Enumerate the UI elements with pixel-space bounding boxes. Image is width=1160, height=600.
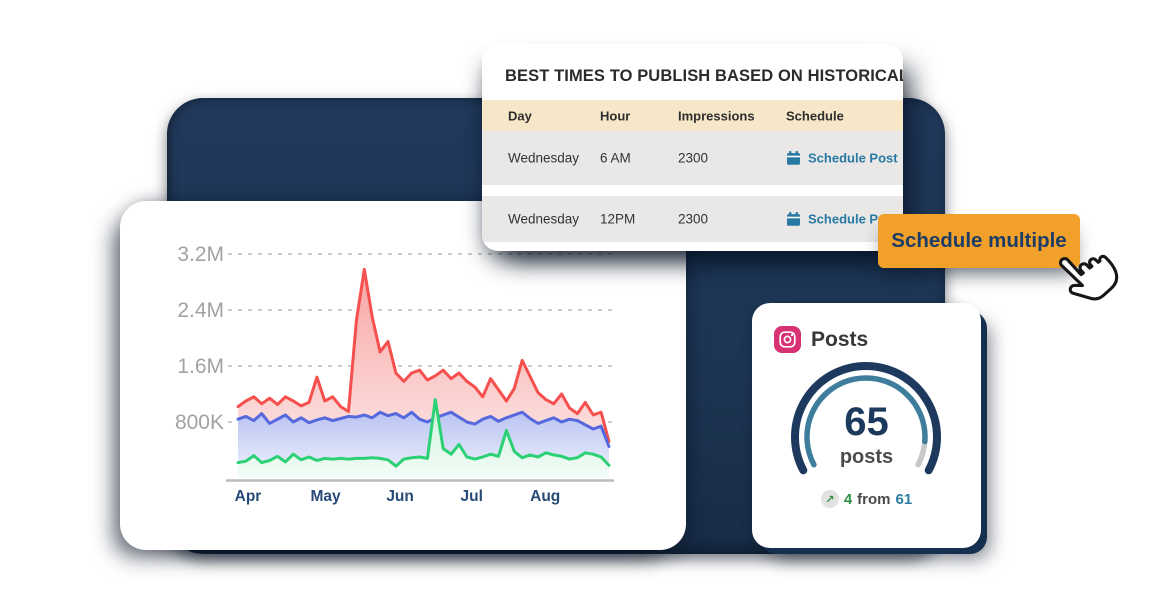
hand-pointer-icon: [1059, 254, 1119, 301]
svg-text:2.4M: 2.4M: [177, 299, 224, 322]
chart-card: 800K 1.6M 2.4M 3.2M Apr May Jun Jul Aug: [120, 201, 686, 550]
best-times-title: BEST TIMES TO PUBLISH BASED ON HISTORICA…: [505, 67, 903, 85]
posts-gauge: [791, 361, 941, 475]
row-impressions: 2300: [678, 150, 709, 166]
delta-previous-value: 61: [895, 490, 913, 508]
delta-value: 4: [843, 490, 853, 508]
column-header-hour: Hour: [600, 108, 631, 123]
engagement-area-chart: 800K 1.6M 2.4M 3.2M Apr May Jun Jul Aug: [175, 243, 614, 505]
column-header-schedule: Schedule: [786, 108, 844, 123]
table-header-row: Day Hour Impressions Schedule: [482, 100, 903, 131]
schedule-multiple-button[interactable]: Schedule multiple: [878, 214, 1080, 268]
svg-text:3.2M: 3.2M: [177, 243, 224, 266]
schedule-post-button[interactable]: Schedule Post: [786, 151, 898, 166]
svg-text:May: May: [311, 488, 342, 505]
schedule-post-label: Schedule Post: [808, 211, 898, 227]
svg-text:Jul: Jul: [460, 488, 482, 505]
posts-card-header: Posts: [774, 326, 868, 353]
row-hour: 6 AM: [600, 150, 631, 166]
column-header-impressions: Impressions: [678, 108, 755, 123]
row-impressions: 2300: [678, 211, 709, 227]
calendar-icon: [787, 212, 800, 226]
row-day: Wednesday: [508, 150, 580, 166]
instagram-icon: [774, 326, 801, 353]
row-day: Wednesday: [508, 211, 580, 227]
svg-text:800K: 800K: [175, 411, 224, 434]
schedule-post-label: Schedule Post: [808, 150, 898, 166]
best-times-card: BEST TIMES TO PUBLISH BASED ON HISTORICA…: [482, 44, 903, 251]
table-row: Wednesday 6 AM 2300 Schedule Post: [482, 131, 903, 185]
posts-delta: ↗ 4 from 61: [752, 490, 981, 508]
column-header-day: Day: [508, 108, 532, 123]
svg-text:1.6M: 1.6M: [177, 355, 224, 378]
calendar-icon: [787, 151, 800, 165]
svg-text:Aug: Aug: [530, 488, 560, 505]
svg-text:Apr: Apr: [235, 488, 262, 505]
row-hour: 12PM: [600, 211, 636, 227]
arrow-up-right-icon: ↗: [820, 490, 839, 508]
posts-card-title: Posts: [811, 327, 869, 351]
svg-text:Jun: Jun: [386, 488, 414, 505]
posts-card: Posts 65 posts ↗ 4 from 61: [752, 303, 981, 548]
schedule-post-button[interactable]: Schedule Post: [786, 212, 898, 227]
delta-from-label: from: [857, 490, 891, 508]
table-row: Wednesday 12PM 2300 Schedule Post: [482, 196, 903, 242]
